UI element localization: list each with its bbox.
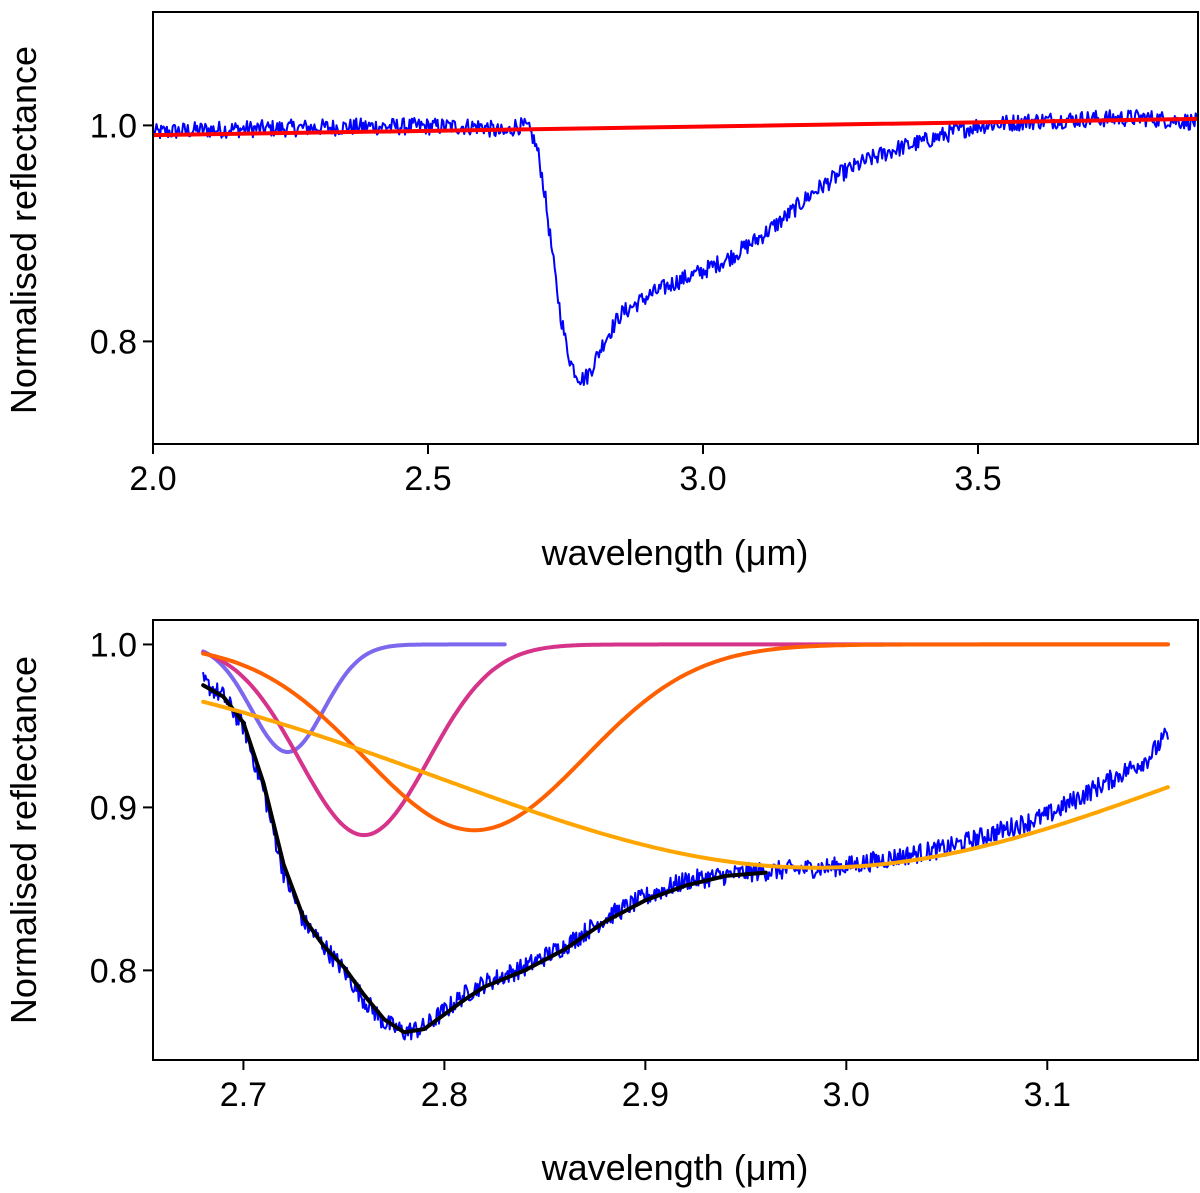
top-ticks-group: 2.0 2.5 3.0 3.5 0.8 1.0 <box>90 107 1002 498</box>
top-x-tick-label: 3.5 <box>954 460 1001 498</box>
bottom-x-tick-label: 3.1 <box>1024 1076 1071 1114</box>
bottom-x-tick-label: 2.7 <box>220 1076 267 1114</box>
bottom-plot-frame <box>152 619 1199 1061</box>
bottom-x-tick-label: 3.0 <box>823 1076 870 1114</box>
bottom-series-fit-1 <box>201 683 768 1035</box>
bottom-x-tick-label: 2.9 <box>622 1076 669 1114</box>
bottom-x-axis-label: wavelength (μm) <box>541 1147 809 1188</box>
bottom-y-tick-label: 1.0 <box>90 626 137 664</box>
bottom-series-group <box>201 642 1170 1041</box>
top-plot-frame <box>152 11 1199 445</box>
bottom-x-tick-label: 2.8 <box>421 1076 468 1114</box>
top-series-group <box>153 109 1198 386</box>
top-y-tick-label: 0.8 <box>90 323 137 361</box>
bottom-panel: 2.7 2.8 2.9 3.0 3.1 0.8 0.9 1.0 wavelength (μm)… <box>3 619 1199 1188</box>
bottom-series-gaussian-2 <box>201 642 507 754</box>
bottom-series-spectrum-0 <box>202 671 1169 1041</box>
bottom-y-tick-label: 0.8 <box>90 952 137 990</box>
top-y-tick-label: 1.0 <box>90 107 137 145</box>
bottom-y-tick-label: 0.9 <box>90 789 137 827</box>
bottom-y-axis-label: Normalised reflectance <box>3 656 44 1024</box>
top-series-continuum-1 <box>153 116 1198 138</box>
bottom-ticks-group: 2.7 2.8 2.9 3.0 3.1 0.8 0.9 1.0 <box>90 626 1071 1114</box>
top-x-tick-label: 2.0 <box>129 460 176 498</box>
top-x-axis-label: wavelength (μm) <box>541 532 809 573</box>
top-x-tick-label: 3.0 <box>679 460 726 498</box>
top-panel: 2.0 2.5 3.0 3.5 0.8 1.0 wavelength (μm) Norma… <box>3 11 1199 573</box>
top-series-spectrum-0 <box>153 109 1198 386</box>
top-x-tick-label: 2.5 <box>404 460 451 498</box>
bottom-series-gaussian-4 <box>201 642 1170 833</box>
bottom-series-gaussian-5 <box>201 699 1170 870</box>
top-y-axis-label: Normalised reflectance <box>3 46 44 414</box>
